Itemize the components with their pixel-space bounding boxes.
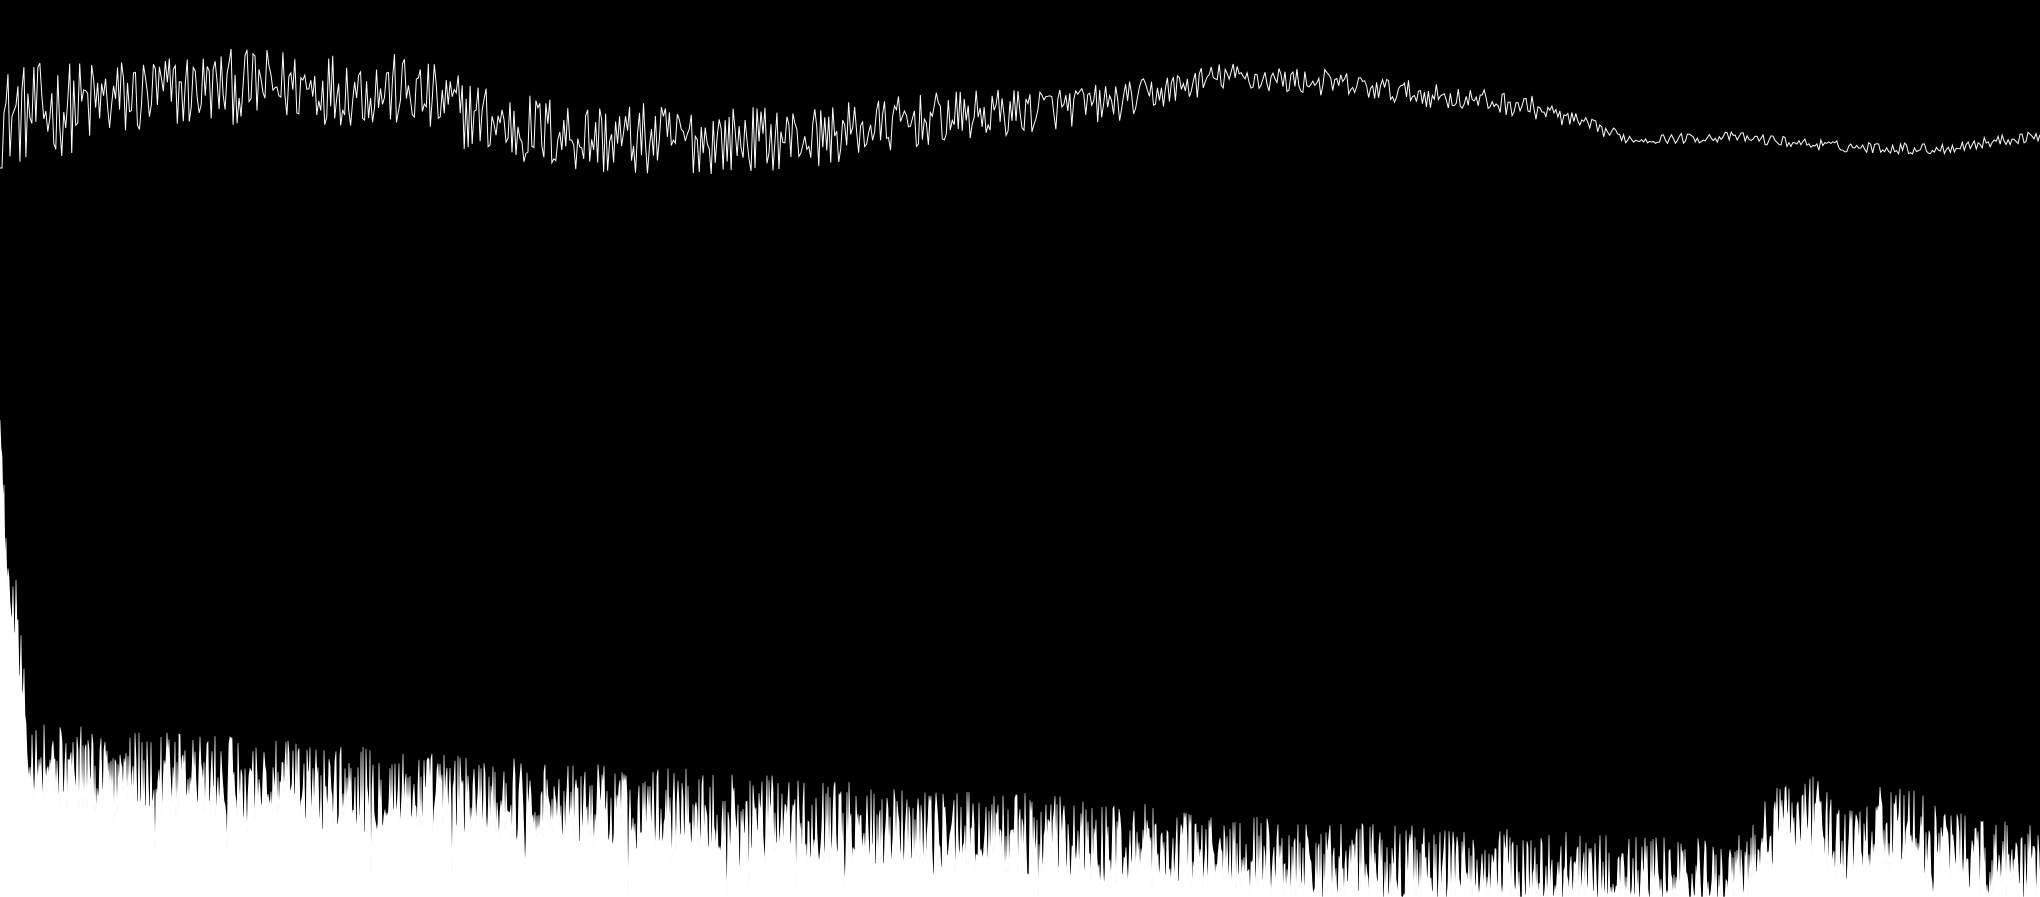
waveform-panel [0,48,2040,175]
spectrum-area [0,419,2040,897]
waveform-line [0,48,2040,175]
spectrum-panel [0,419,2040,897]
